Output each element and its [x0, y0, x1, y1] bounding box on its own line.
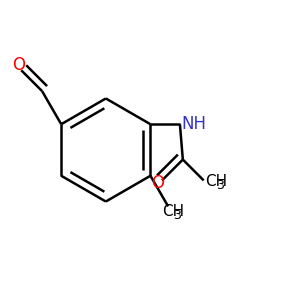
Text: CH: CH: [162, 204, 184, 219]
Text: CH: CH: [206, 174, 228, 189]
Text: O: O: [151, 174, 164, 192]
Text: 3: 3: [173, 209, 181, 222]
Text: NH: NH: [182, 115, 206, 133]
Text: O: O: [12, 56, 26, 74]
Text: 3: 3: [216, 179, 224, 192]
